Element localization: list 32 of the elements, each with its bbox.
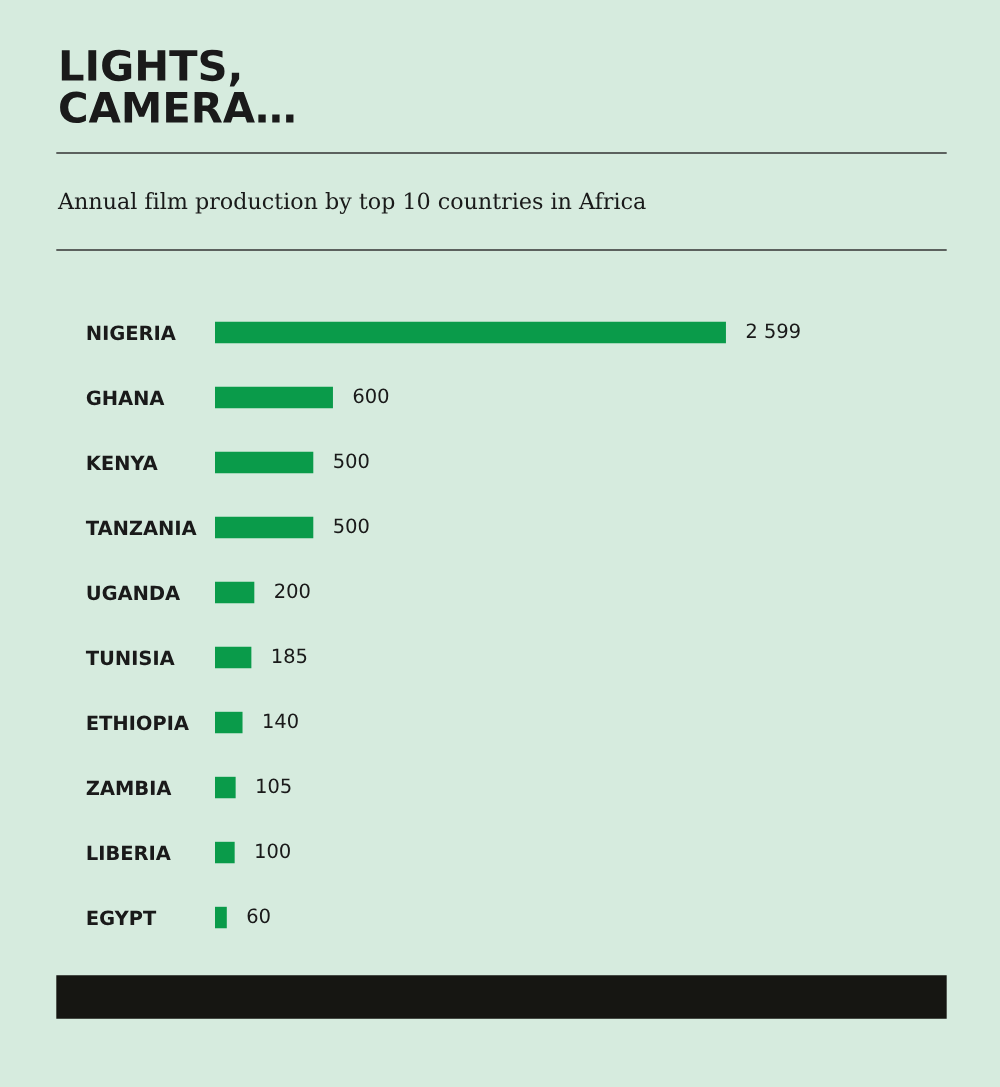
y-tick-label: TUNISIA bbox=[85, 650, 175, 666]
bar bbox=[215, 906, 227, 929]
data-label: 500 bbox=[334, 453, 369, 469]
data-label: 2 599 bbox=[746, 323, 800, 339]
bar bbox=[215, 581, 255, 604]
y-tick-label: ETHIOPIA bbox=[87, 715, 189, 731]
data-label: 200 bbox=[275, 583, 310, 599]
data-label: 140 bbox=[264, 713, 298, 729]
bar bbox=[215, 646, 252, 669]
data-label: 100 bbox=[256, 843, 290, 859]
y-tick-label: EGYPT bbox=[87, 910, 157, 926]
y-tick-label: NIGERIA bbox=[87, 325, 176, 341]
y-tick-label: KENYA bbox=[87, 455, 158, 470]
data-label: 185 bbox=[272, 648, 307, 664]
data-label: 105 bbox=[257, 778, 291, 794]
data-label: 600 bbox=[353, 388, 389, 404]
y-tick-label: GHANA bbox=[86, 390, 165, 406]
y-tick-label: ZAMBIA bbox=[86, 780, 172, 795]
y-tick-label: UGANDA bbox=[87, 585, 180, 601]
y-tick-label: TANZANIA bbox=[85, 520, 197, 535]
bar bbox=[215, 776, 236, 799]
bar bbox=[215, 386, 333, 409]
bar bbox=[215, 516, 314, 539]
data-label: 60 bbox=[247, 908, 270, 924]
y-tick-label: LIBERIA bbox=[87, 845, 171, 860]
bar bbox=[215, 711, 243, 734]
chart-title: LIGHTS, CAMERA… bbox=[60, 49, 294, 124]
bar bbox=[215, 451, 314, 474]
bar bbox=[215, 321, 726, 344]
data-label: 500 bbox=[334, 518, 369, 534]
bar bbox=[215, 841, 235, 864]
chart-subtitle: Annual film production by top 10 countries in Africa bbox=[57, 192, 646, 214]
